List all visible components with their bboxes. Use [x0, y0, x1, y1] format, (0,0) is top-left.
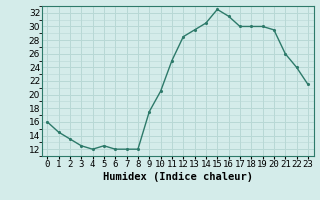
X-axis label: Humidex (Indice chaleur): Humidex (Indice chaleur) — [103, 172, 252, 182]
